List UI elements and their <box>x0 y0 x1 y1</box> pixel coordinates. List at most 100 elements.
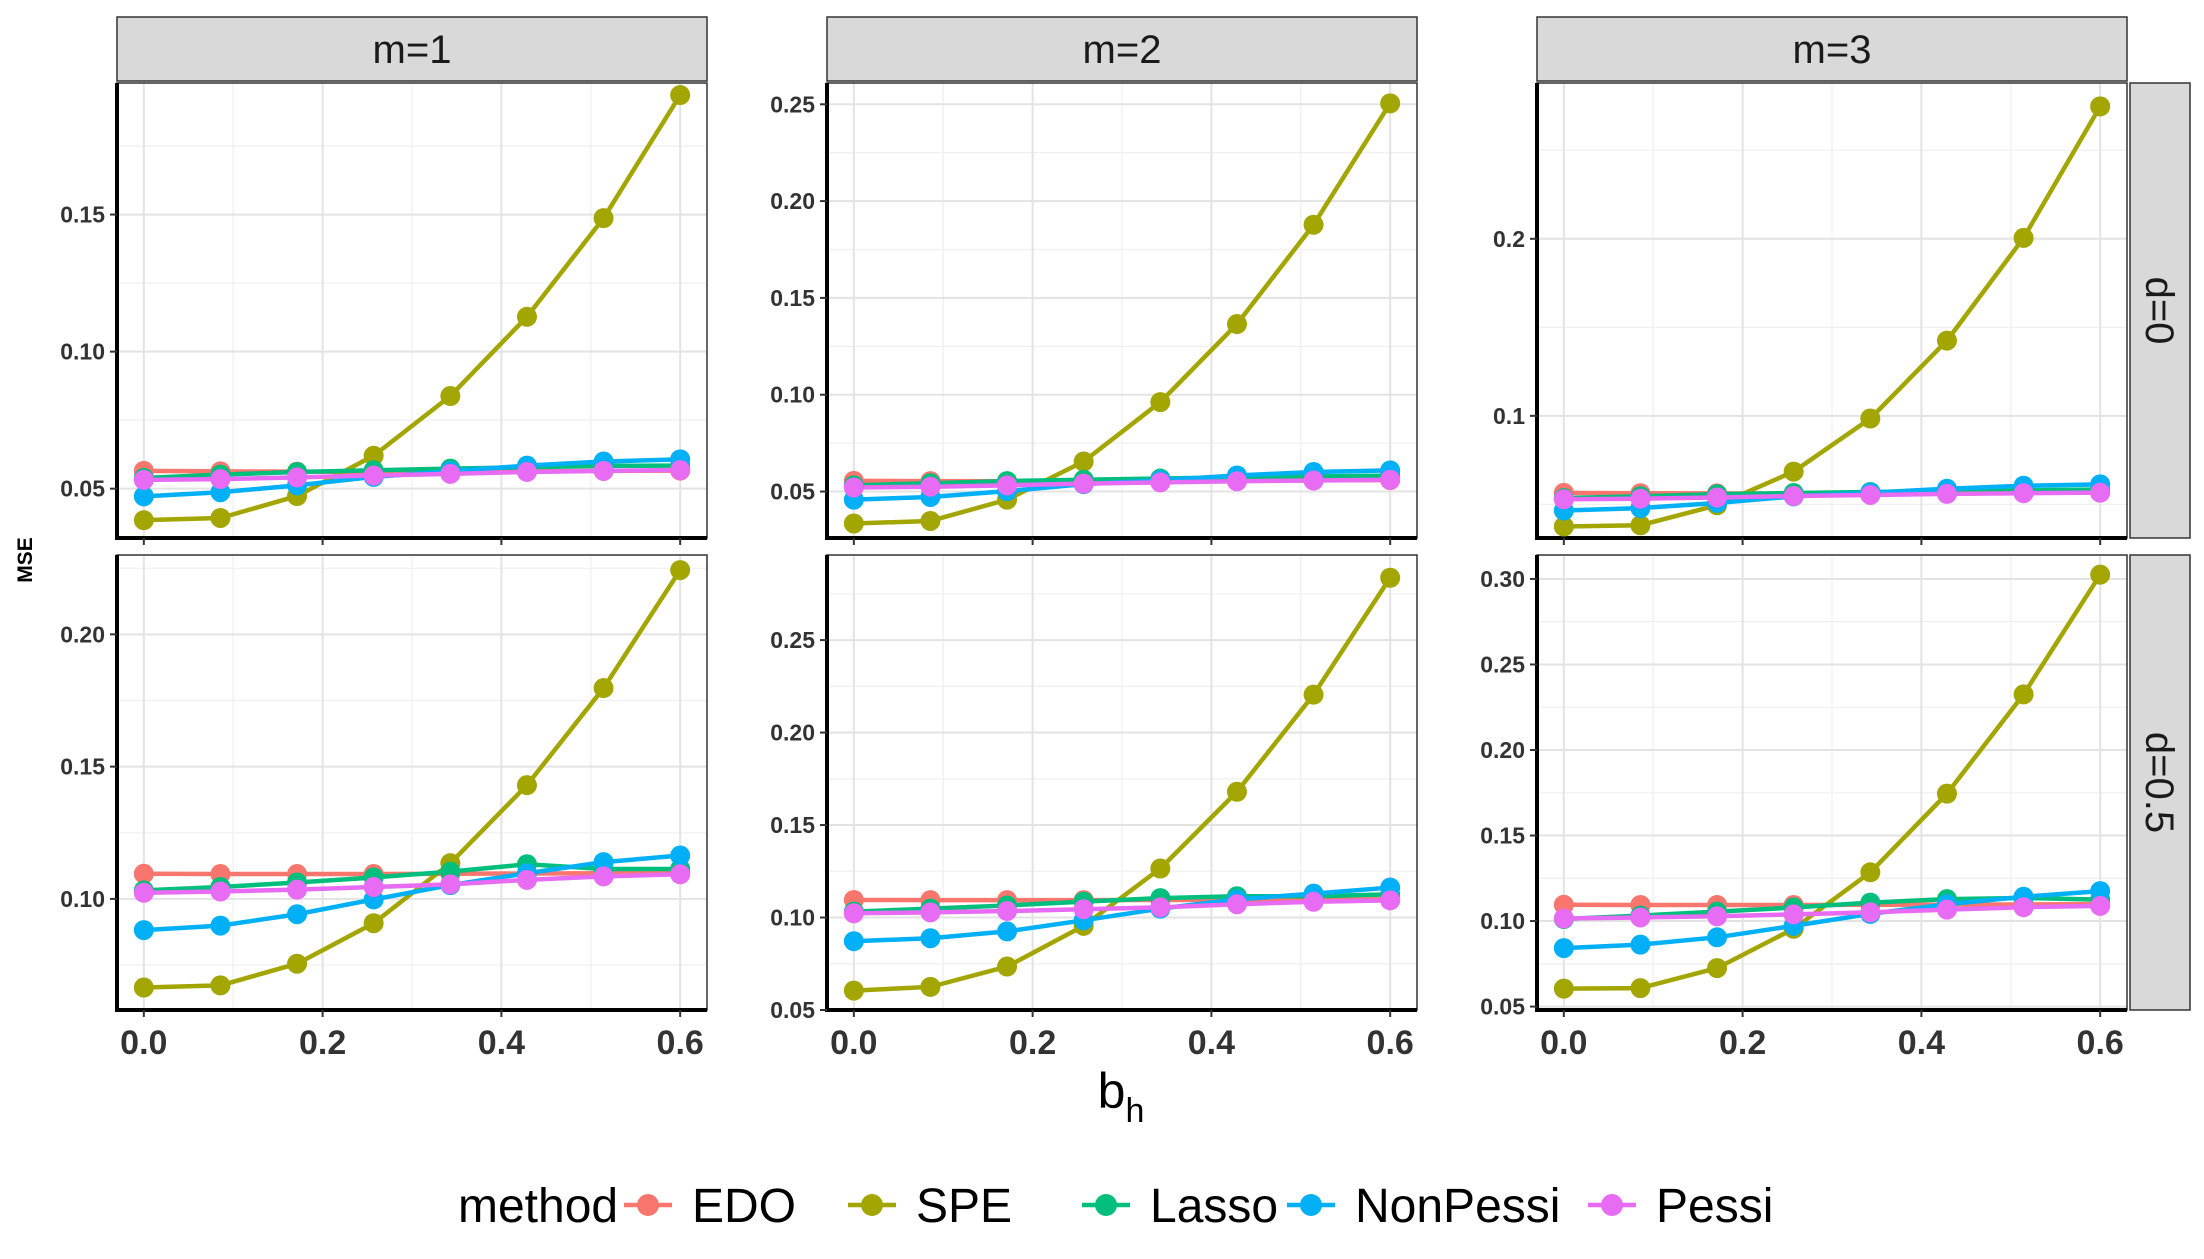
series-line-nonpessi <box>141 853 683 933</box>
data-point-spe <box>210 975 231 996</box>
col-strip-m-1 <box>116 16 708 82</box>
plot-area <box>843 567 1401 1001</box>
data-point-pessi <box>2013 897 2034 918</box>
x-tick-label: 0.2 <box>299 1024 346 1062</box>
data-point-spe <box>1380 567 1401 588</box>
series-line-spe <box>1561 572 2103 991</box>
data-point-spe <box>920 510 941 531</box>
data-point-pessi <box>133 882 154 903</box>
panel-m-2-d-0: 0.05 0.10 0.15 0.20 0.25 <box>770 82 1418 545</box>
y-tick-label: 0.15 <box>770 285 815 311</box>
panel-m-1-d-0: 0.05 0.10 0.15 <box>60 82 708 545</box>
data-point-pessi <box>1630 907 1651 928</box>
data-point-pessi <box>1380 469 1401 490</box>
x-tick-label: 0.4 <box>1188 1024 1235 1062</box>
col-strip-label: m=3 <box>1793 28 1872 72</box>
data-point-spe <box>1783 461 1804 482</box>
col-strip-label: m=1 <box>373 28 452 72</box>
series-line-pessi <box>1561 903 2103 921</box>
data-point-pessi <box>593 866 614 887</box>
x-axis-title-subscript: h <box>1125 1092 1144 1130</box>
legend-label-edo: EDO <box>692 1180 796 1233</box>
x-tick-label: 0.4 <box>1898 1024 1945 1062</box>
data-point-spe <box>670 85 691 106</box>
data-point-pessi <box>920 902 941 923</box>
series-line-lasso <box>141 861 683 893</box>
y-tick-label: 0.10 <box>770 382 815 408</box>
data-point-spe <box>2013 227 2034 248</box>
data-point-spe <box>1553 516 1574 537</box>
data-point-spe <box>1630 515 1651 536</box>
data-point-pessi <box>843 477 864 498</box>
y-tick-label: 0.20 <box>770 720 815 746</box>
data-point-nonpessi <box>287 904 308 925</box>
legend-key-point-nonpessi <box>1300 1194 1322 1216</box>
data-point-spe <box>1553 978 1574 999</box>
x-axis-title: bh <box>1098 1063 1145 1130</box>
data-point-spe <box>1150 858 1171 879</box>
data-point-pessi <box>2090 895 2111 916</box>
y-tick-label: 0.20 <box>1480 737 1525 763</box>
y-tick-label: 0.05 <box>1480 994 1525 1020</box>
data-point-spe <box>997 956 1018 977</box>
x-tick-label: 0.2 <box>1009 1024 1056 1062</box>
data-point-pessi <box>1150 472 1171 493</box>
series-line-spe <box>1561 104 2103 529</box>
data-point-spe <box>593 208 614 229</box>
series-line-pessi <box>141 467 683 483</box>
x-tick-label: 0.6 <box>657 1024 704 1062</box>
data-point-spe <box>1630 978 1651 999</box>
data-point-spe <box>133 510 154 531</box>
series-line-pessi <box>1561 490 2103 502</box>
data-point-spe <box>1303 684 1324 705</box>
data-point-pessi <box>1630 488 1651 509</box>
data-point-nonpessi <box>593 852 614 873</box>
data-point-pessi <box>920 476 941 497</box>
y-tick-label: 0.20 <box>770 188 815 214</box>
data-point-pessi <box>670 864 691 885</box>
data-point-spe <box>2090 564 2111 585</box>
data-point-spe <box>1150 392 1171 413</box>
plot-area <box>843 93 1401 534</box>
panel-m-3-d-0-5: 0.05 0.10 0.15 0.20 0.25 0.30 0.0 0.2 0.4 0.6 <box>1480 554 2128 1062</box>
data-point-pessi <box>997 475 1018 496</box>
data-point-spe <box>287 953 308 974</box>
data-point-spe <box>516 775 537 796</box>
series-line-spe <box>141 92 683 523</box>
data-point-spe <box>363 445 384 466</box>
y-tick-label: 0.25 <box>770 627 815 653</box>
legend-key-point-spe <box>861 1194 883 1216</box>
data-point-pessi <box>1380 890 1401 911</box>
data-point-spe <box>1380 93 1401 114</box>
series-line-nonpessi <box>1561 888 2103 951</box>
data-point-spe <box>1226 314 1247 335</box>
data-point-pessi <box>440 874 461 895</box>
data-point-pessi <box>1150 897 1171 918</box>
legend-key-point-pessi <box>1601 1194 1623 1216</box>
data-point-spe <box>1936 783 1957 804</box>
data-point-pessi <box>1553 908 1574 929</box>
data-point-spe <box>516 306 537 327</box>
data-point-spe <box>1936 330 1957 351</box>
col-strip-m-3 <box>1536 16 2128 82</box>
panel-m-3-d-0: 0.1 0.2 <box>1493 82 2128 545</box>
data-point-pessi <box>1707 906 1728 927</box>
series-line-pessi <box>851 477 1393 490</box>
data-point-edo <box>133 863 154 884</box>
col-strip-label: m=2 <box>1083 28 1162 72</box>
series-line-lasso <box>851 473 1393 488</box>
data-point-pessi <box>516 869 537 890</box>
data-point-spe <box>1707 958 1728 979</box>
data-point-nonpessi <box>920 928 941 949</box>
data-point-spe <box>920 976 941 997</box>
y-tick-label: 0.25 <box>1480 651 1525 677</box>
legend: method EDO SPE Lasso NonPessi Pessi <box>458 1180 1773 1233</box>
data-point-pessi <box>1707 487 1728 508</box>
data-point-spe <box>843 980 864 1001</box>
x-tick-label: 0.0 <box>120 1024 167 1062</box>
series-line-nonpessi <box>851 885 1393 944</box>
x-tick-label: 0.2 <box>1719 1024 1766 1062</box>
y-tick-label: 0.05 <box>770 997 815 1023</box>
data-point-spe <box>210 507 231 528</box>
y-tick-label: 0.10 <box>770 905 815 931</box>
